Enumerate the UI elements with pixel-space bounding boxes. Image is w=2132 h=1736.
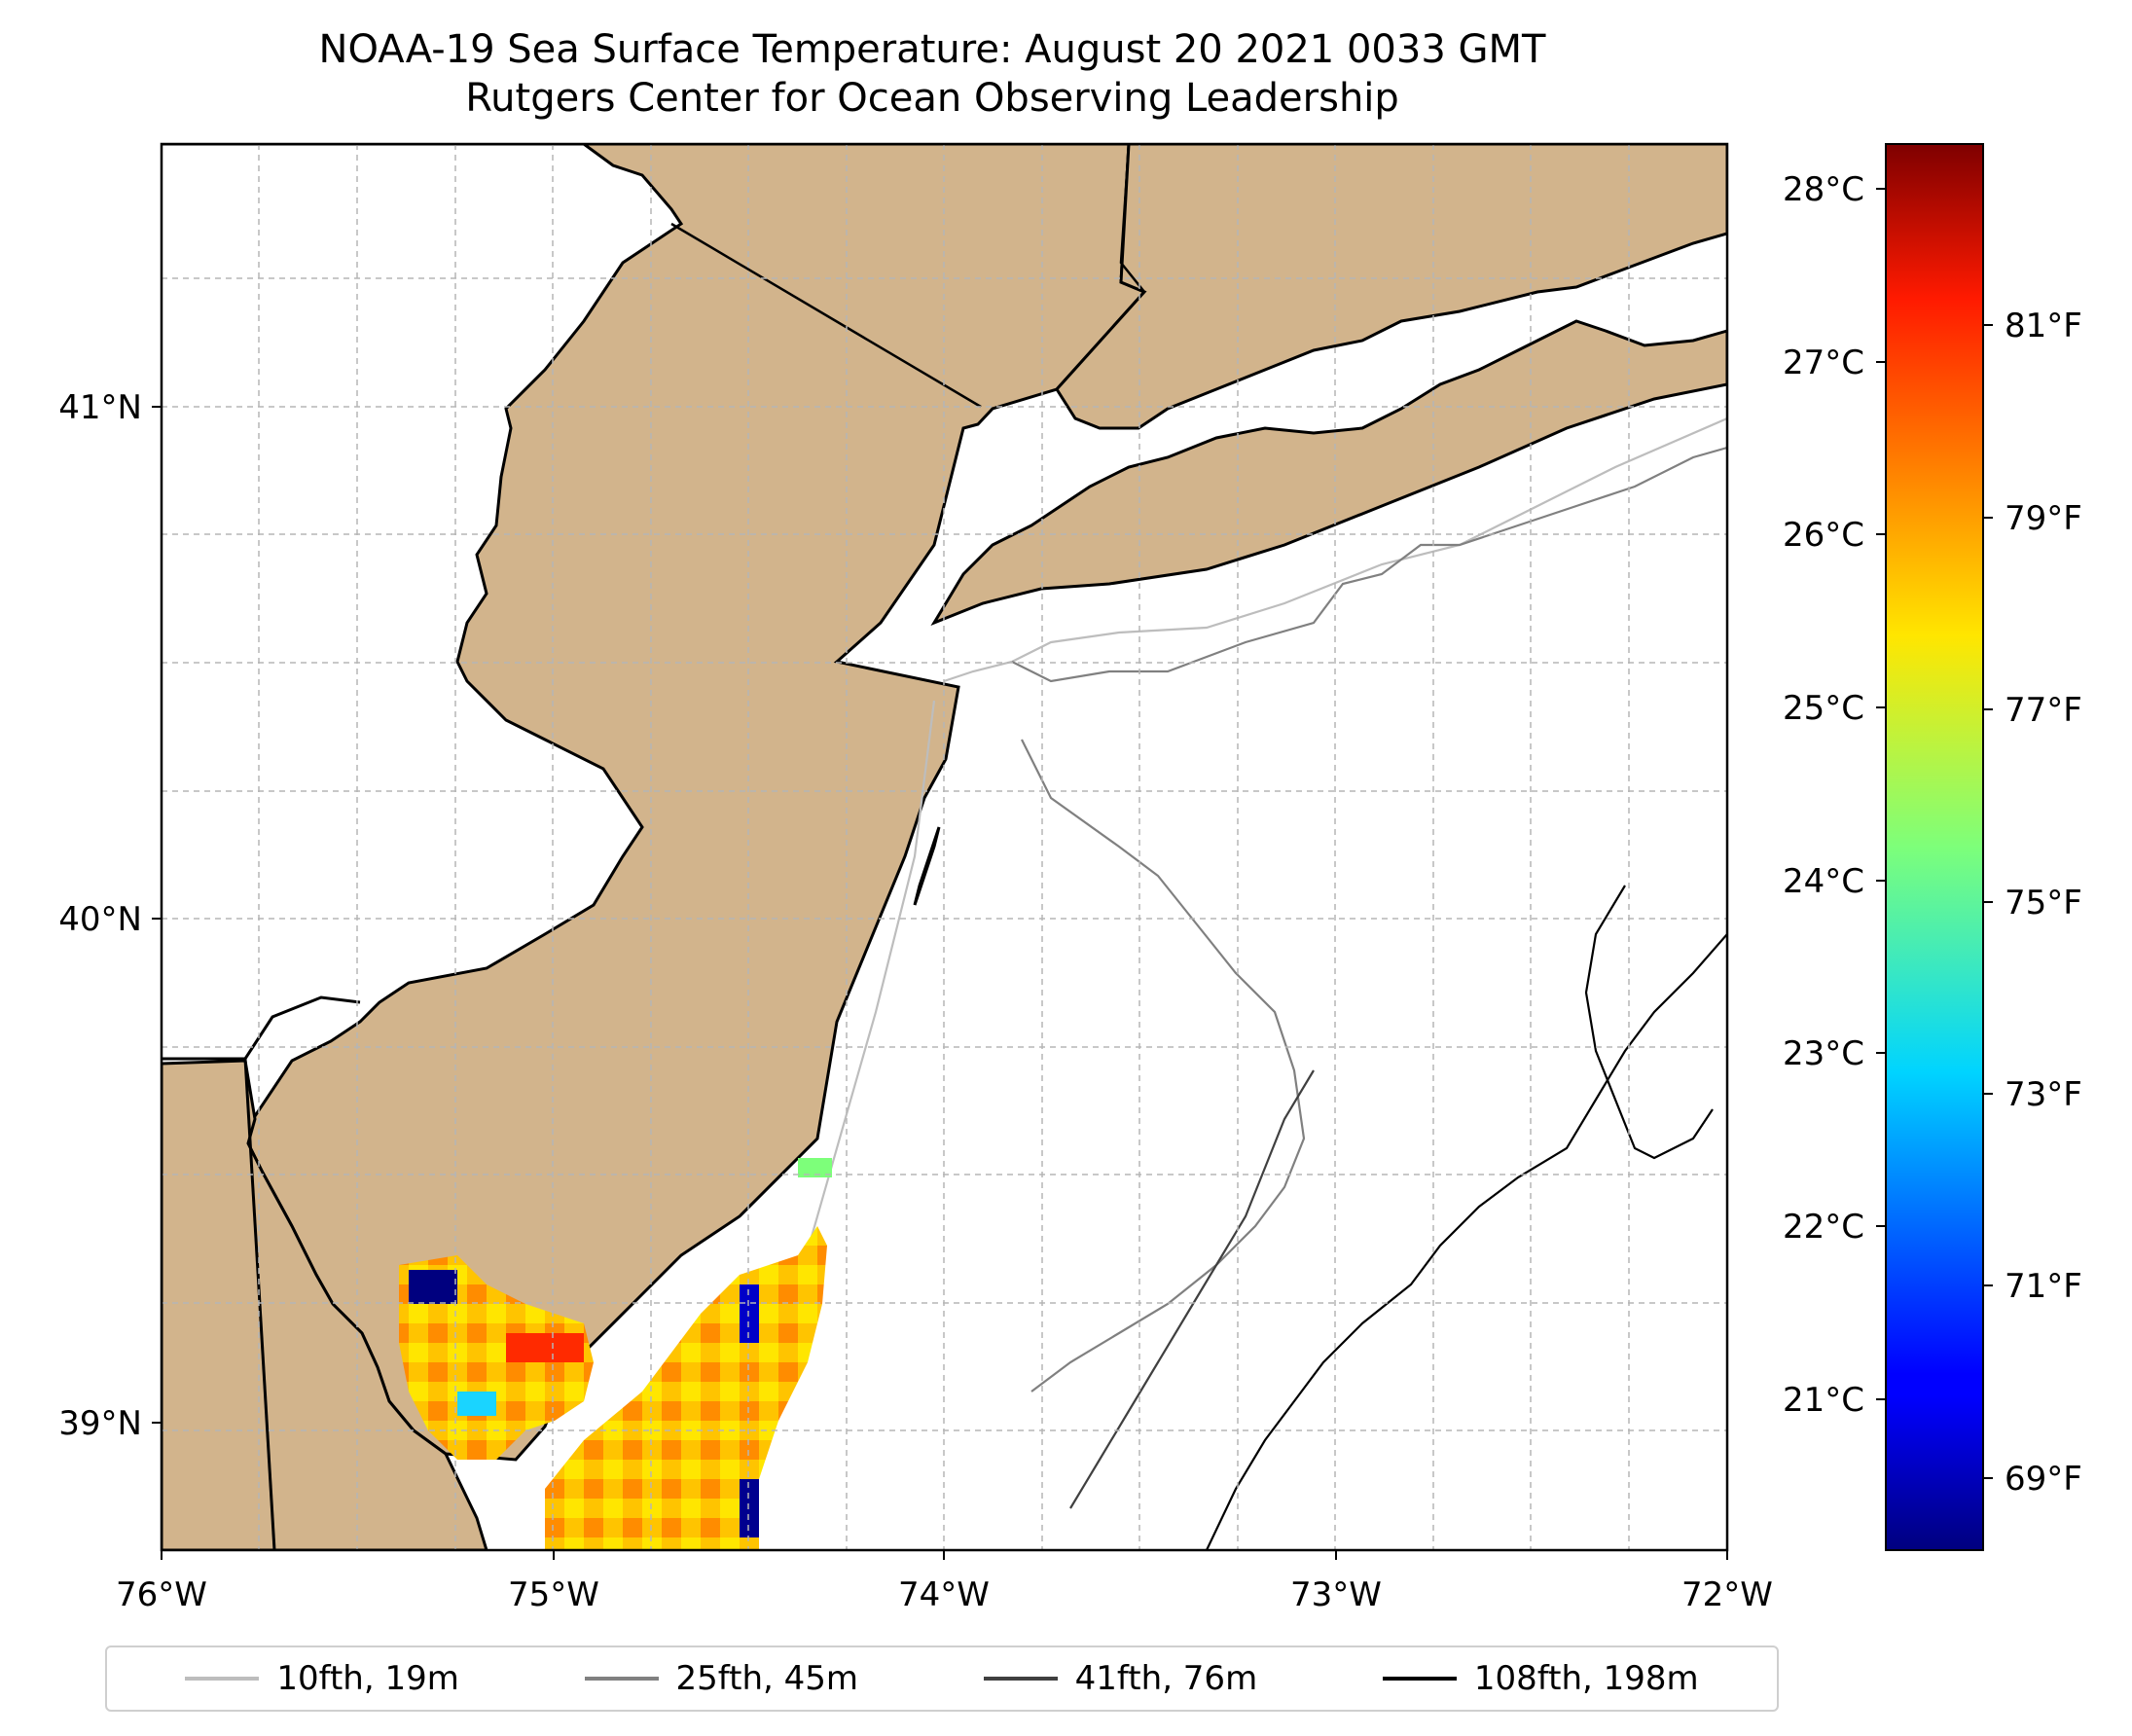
land-long-island bbox=[930, 319, 1727, 627]
title-line-1: NOAA-19 Sea Surface Temperature: August … bbox=[318, 27, 1546, 72]
colorbar-c-22: 22°C bbox=[1783, 1208, 1864, 1247]
legend-swatch-10fth bbox=[185, 1677, 260, 1681]
legend-label-10fth: 10fth, 19m bbox=[276, 1659, 459, 1698]
sst-data bbox=[399, 1158, 832, 1550]
colorbar-f-69: 69°F bbox=[2005, 1460, 2082, 1499]
legend-item-25fth: 25fth, 45m bbox=[584, 1659, 859, 1698]
colorbar-fahrenheit-ticks bbox=[1983, 324, 1993, 1479]
contour-108fth bbox=[1206, 933, 1727, 1550]
state-border-de-md bbox=[243, 1058, 276, 1550]
colorbar-f-73: 73°F bbox=[2005, 1075, 2082, 1114]
title-line-2: Rutgers Center for Ocean Observing Leade… bbox=[465, 76, 1399, 121]
lon-label-74w: 74°W bbox=[898, 1575, 990, 1614]
colorbar-c-26: 26°C bbox=[1783, 516, 1864, 555]
lat-label-39n: 39°N bbox=[58, 1404, 142, 1443]
gridlines bbox=[162, 144, 1727, 1550]
lon-label-76w: 76°W bbox=[116, 1575, 207, 1614]
state-border-pa-de bbox=[162, 995, 361, 1061]
sst-cool-patch bbox=[457, 1392, 496, 1416]
colorbar bbox=[1885, 143, 1984, 1551]
lon-label-73w: 73°W bbox=[1290, 1575, 1382, 1614]
colorbar-f-75: 75°F bbox=[2005, 884, 2082, 922]
lon-label-72w: 72°W bbox=[1681, 1575, 1773, 1614]
map-area bbox=[162, 144, 1727, 1550]
legend-swatch-108fth bbox=[1382, 1677, 1457, 1681]
sst-cold-strip bbox=[740, 1284, 759, 1343]
contour-25fth-east bbox=[1011, 446, 1727, 683]
state-border-nj-ny bbox=[670, 222, 982, 409]
legend-label-41fth: 41fth, 76m bbox=[1074, 1659, 1258, 1698]
legend-swatch-25fth bbox=[584, 1677, 659, 1681]
legend-label-108fth: 108fth, 198m bbox=[1473, 1659, 1699, 1698]
bathymetry-contours bbox=[738, 416, 1727, 1550]
lat-label-41n: 41°N bbox=[58, 388, 142, 427]
contour-25fth bbox=[1021, 739, 1306, 1392]
sst-cape-may bbox=[798, 1158, 832, 1177]
axis-ticks bbox=[152, 406, 1728, 1560]
colorbar-f-81: 81°F bbox=[2005, 307, 2082, 345]
legend-item-41fth: 41fth, 76m bbox=[983, 1659, 1258, 1698]
colorbar-f-79: 79°F bbox=[2005, 499, 2082, 538]
colorbar-c-23: 23°C bbox=[1783, 1034, 1864, 1073]
contour-108fth-loop bbox=[1584, 885, 1714, 1160]
legend-label-25fth: 25fth, 45m bbox=[675, 1659, 859, 1698]
colorbar-f-71: 71°F bbox=[2005, 1267, 2082, 1306]
colorbar-celsius-ticks bbox=[1876, 188, 1886, 1400]
sst-cold-patch bbox=[409, 1270, 457, 1304]
colorbar-c-27: 27°C bbox=[1783, 344, 1864, 382]
colorbar-f-77: 77°F bbox=[2005, 691, 2082, 730]
legend: 10fth, 19m 25fth, 45m 41fth, 76m 108fth,… bbox=[105, 1646, 1779, 1712]
lat-label-40n: 40°N bbox=[58, 900, 142, 939]
barrier-island-nj bbox=[913, 826, 941, 906]
colorbar-c-25: 25°C bbox=[1783, 689, 1864, 728]
lon-label-75w: 75°W bbox=[508, 1575, 599, 1614]
contour-10fth bbox=[943, 416, 1727, 683]
colorbar-c-24: 24°C bbox=[1783, 862, 1864, 901]
sst-delaware-bay bbox=[399, 1255, 594, 1460]
colorbar-c-28: 28°C bbox=[1783, 170, 1864, 209]
legend-swatch-41fth bbox=[983, 1677, 1058, 1681]
colorbar-c-21: 21°C bbox=[1783, 1381, 1864, 1420]
contour-41fth bbox=[1069, 1069, 1315, 1509]
state-border-ny-ct bbox=[1056, 144, 1146, 390]
chart-title: NOAA-19 Sea Surface Temperature: August … bbox=[0, 25, 1864, 123]
legend-item-10fth: 10fth, 19m bbox=[185, 1659, 459, 1698]
sst-warm-patch bbox=[506, 1333, 584, 1362]
legend-item-108fth: 108fth, 198m bbox=[1382, 1659, 1699, 1698]
land-connecticut bbox=[1055, 144, 1727, 430]
sst-cold-strip-2 bbox=[740, 1479, 759, 1537]
